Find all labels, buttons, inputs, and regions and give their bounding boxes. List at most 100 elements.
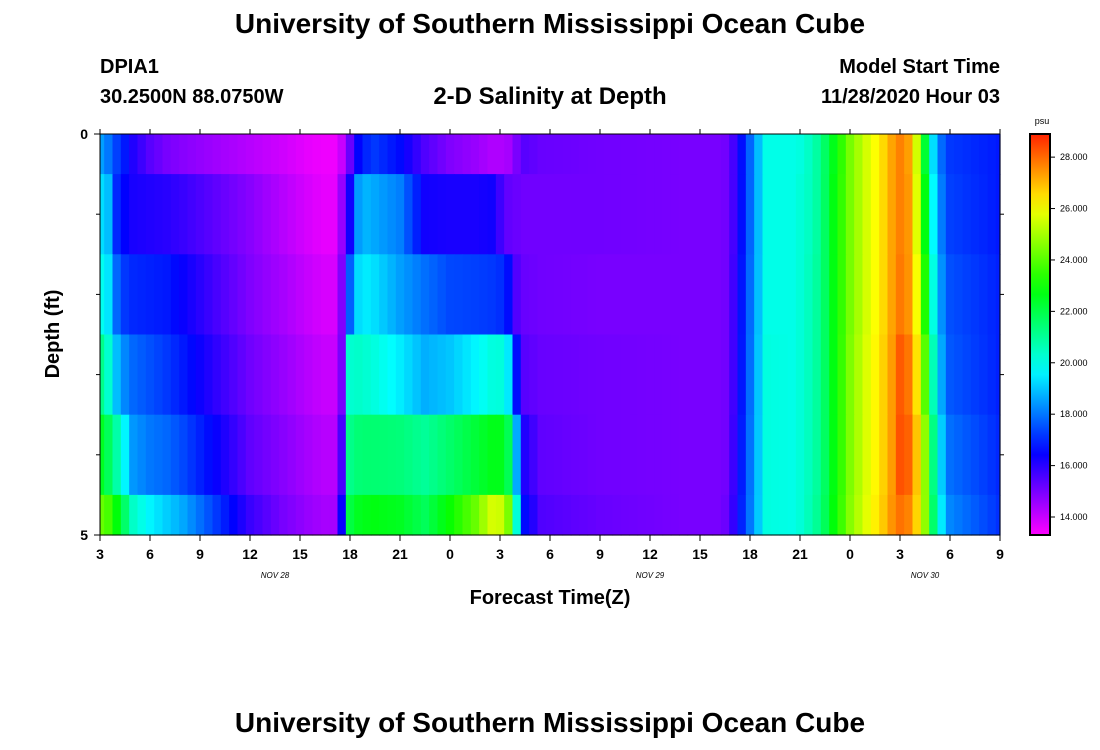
heatmap-cell bbox=[895, 334, 905, 416]
heatmap-cell bbox=[829, 134, 839, 175]
heatmap-cell bbox=[604, 494, 614, 536]
heatmap-cell bbox=[445, 334, 455, 416]
heatmap-cell bbox=[670, 174, 680, 255]
heatmap-cell bbox=[595, 174, 605, 255]
heatmap-cell bbox=[645, 334, 655, 416]
heatmap-cell bbox=[862, 414, 872, 496]
heatmap-cell bbox=[295, 134, 305, 175]
heatmap-cell bbox=[787, 334, 797, 416]
heatmap-cell bbox=[887, 334, 897, 416]
heatmap-cell bbox=[629, 174, 639, 255]
colorbar-labels: 28.000 26.000 24.000 22.000 20.000 18.000 16.0… bbox=[1050, 152, 1088, 522]
heatmap-cell bbox=[579, 494, 589, 536]
heatmap-cell bbox=[229, 494, 239, 536]
heatmap-cell bbox=[954, 334, 964, 416]
heatmap-cell bbox=[404, 414, 414, 496]
heatmap-cell bbox=[920, 134, 930, 175]
heatmap-cell bbox=[179, 414, 189, 496]
heatmap-cell bbox=[587, 134, 597, 175]
heatmap-cell bbox=[737, 414, 747, 496]
heatmap-cell bbox=[712, 414, 722, 496]
heatmap-cell bbox=[637, 174, 647, 255]
heatmap-cell bbox=[637, 414, 647, 496]
heatmap-cell bbox=[987, 414, 997, 496]
heatmap-cell bbox=[195, 414, 205, 496]
model-start-label: Model Start Time bbox=[839, 56, 1000, 78]
heatmap-cell bbox=[879, 174, 889, 255]
heatmap-cell bbox=[412, 174, 422, 255]
heatmap-cell bbox=[454, 414, 464, 496]
heatmap-cell bbox=[845, 174, 855, 255]
heatmap-cell bbox=[179, 334, 189, 416]
heatmap-cell bbox=[737, 254, 747, 336]
heatmap-cell bbox=[170, 414, 180, 496]
heatmap-cell bbox=[520, 254, 530, 336]
heatmap-cell bbox=[695, 334, 705, 416]
heatmap-cell bbox=[845, 414, 855, 496]
heatmap-cell bbox=[562, 134, 572, 175]
heatmap-cell bbox=[870, 494, 880, 536]
heatmap-cell bbox=[404, 134, 414, 175]
heatmap-cell bbox=[654, 134, 664, 175]
heatmap-cell bbox=[179, 174, 189, 255]
y-axis-title: Depth (ft) bbox=[42, 290, 64, 379]
heatmap-cell bbox=[645, 254, 655, 336]
heatmap-cell bbox=[354, 334, 364, 416]
heatmap-cell bbox=[104, 174, 114, 255]
heatmap-cell bbox=[237, 494, 247, 536]
heatmap-cell bbox=[112, 414, 122, 496]
heatmap-cell bbox=[112, 174, 122, 255]
heatmap-cell bbox=[137, 334, 147, 416]
heatmap-cell bbox=[720, 174, 730, 255]
heatmap-cell bbox=[795, 174, 805, 255]
heatmap-cell bbox=[395, 174, 405, 255]
heatmap-cell bbox=[329, 414, 339, 496]
heatmap-cell bbox=[320, 494, 330, 536]
heatmap-cell bbox=[120, 174, 130, 255]
heatmap-cell bbox=[604, 174, 614, 255]
heatmap-cell bbox=[100, 334, 105, 416]
heatmap-cell bbox=[129, 134, 139, 175]
heatmap-cell bbox=[645, 494, 655, 536]
heatmap-cell bbox=[987, 494, 997, 536]
heatmap-cell bbox=[837, 134, 847, 175]
heatmap-cell bbox=[270, 134, 280, 175]
heatmap-cell bbox=[462, 254, 472, 336]
heatmap-cell bbox=[612, 174, 622, 255]
heatmap-cell bbox=[329, 254, 339, 336]
heatmap-cell bbox=[470, 134, 480, 175]
heatmap-cell bbox=[354, 494, 364, 536]
heatmap-cell bbox=[220, 174, 230, 255]
heatmap-cell bbox=[762, 494, 772, 536]
heatmap-cell bbox=[295, 414, 305, 496]
heatmap-cell bbox=[420, 494, 430, 536]
x-tick-label: 18 bbox=[742, 546, 758, 562]
heatmap-cell bbox=[262, 414, 272, 496]
heatmap-cell bbox=[612, 334, 622, 416]
heatmap-cell bbox=[120, 414, 130, 496]
heatmap-cell bbox=[812, 414, 822, 496]
heatmap-cell bbox=[587, 414, 597, 496]
heatmap-cell bbox=[195, 134, 205, 175]
heatmap-cell bbox=[137, 494, 147, 536]
station-id: DPIA1 bbox=[100, 56, 159, 78]
heatmap-cell bbox=[787, 254, 797, 336]
heatmap-cell bbox=[570, 254, 580, 336]
heatmap-cell bbox=[845, 254, 855, 336]
heatmap-cell bbox=[187, 494, 197, 536]
heatmap-cell bbox=[179, 134, 189, 175]
heatmap-cell bbox=[145, 414, 155, 496]
heatmap-cell bbox=[520, 414, 530, 496]
heatmap-cell bbox=[837, 494, 847, 536]
colorbar-label: 18.000 bbox=[1060, 409, 1088, 419]
heatmap-cell bbox=[212, 254, 222, 336]
heatmap-cell bbox=[879, 134, 889, 175]
heatmap-cell bbox=[262, 254, 272, 336]
heatmap-cell bbox=[254, 494, 264, 536]
heatmap-cell bbox=[612, 494, 622, 536]
heatmap-cell bbox=[920, 254, 930, 336]
heatmap-cell bbox=[712, 174, 722, 255]
heatmap-cell bbox=[512, 134, 522, 175]
heatmap-cell bbox=[879, 494, 889, 536]
heatmap-cell bbox=[995, 174, 1001, 255]
